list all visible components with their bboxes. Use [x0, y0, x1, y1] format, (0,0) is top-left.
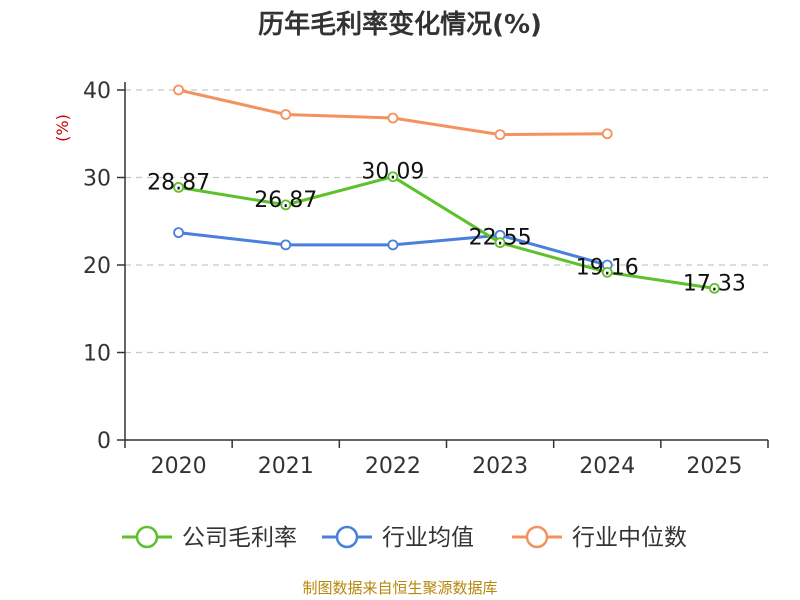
legend-label-0: 公司毛利率	[182, 525, 297, 551]
y-tick-label-0: 0	[97, 429, 111, 454]
y-tick-label-40: 40	[83, 79, 111, 104]
legend-item-0[interactable]: 公司毛利率	[122, 525, 297, 551]
series-0-point-2021	[280, 199, 292, 211]
chart-title: 历年毛利率变化情况(%)	[258, 10, 542, 40]
series-1-point-2021	[280, 239, 292, 251]
axes: 0 10 20 30 40 2020 2021 2022 2023 2024 2025	[83, 79, 769, 479]
x-tick-label-2023: 2023	[472, 454, 528, 479]
series-1-point-2022	[387, 239, 399, 251]
series-line-0	[178, 175, 715, 290]
series-2-point-2024	[601, 128, 613, 140]
series-lines	[173, 84, 720, 294]
y-axis-unit-label: (%)	[53, 114, 72, 142]
series-0-point-2023	[494, 237, 506, 249]
series-2-point-2022	[387, 112, 399, 124]
legend-item-2[interactable]: 行业中位数	[512, 525, 687, 551]
data-labels: 28.87 26.87 30.09 22.55 19.16 17.33	[147, 160, 746, 297]
source-note: 制图数据来自恒生聚源数据库	[302, 579, 498, 597]
x-tick-label-2022: 2022	[365, 454, 421, 479]
series-line-2	[178, 88, 608, 137]
data-label-2020: 28.87	[147, 170, 210, 195]
y-tick-label-10: 10	[83, 342, 111, 367]
legend-marker-2	[525, 525, 549, 549]
legend-marker-1	[335, 525, 359, 549]
gridlines	[125, 89, 768, 354]
x-tick-label-2020: 2020	[151, 454, 207, 479]
y-tick-label-20: 20	[83, 254, 111, 279]
legend-marker-0	[135, 525, 159, 549]
series-0-point-2020	[173, 181, 184, 193]
data-label-2024: 19.16	[576, 255, 639, 280]
data-label-2025: 17.33	[683, 271, 746, 296]
series-0-point-2024	[601, 266, 613, 278]
x-tick-label-2024: 2024	[579, 454, 635, 479]
legend-label-1: 行业均值	[382, 525, 474, 551]
data-label-2023: 22.55	[469, 226, 532, 251]
series-2-point-2020	[173, 84, 184, 96]
series-2-point-2023	[494, 129, 506, 141]
x-tick-label-2021: 2021	[258, 454, 314, 479]
legend-item-1[interactable]: 行业均值	[322, 525, 474, 551]
legend-label-2: 行业中位数	[572, 525, 687, 551]
series-0-point-2022	[387, 171, 399, 183]
series-2-point-2021	[280, 109, 292, 120]
data-label-2021: 26.87	[254, 188, 317, 213]
x-tick-label-2025: 2025	[686, 454, 742, 479]
legend[interactable]: 公司毛利率 行业均值 行业中位数	[122, 525, 687, 551]
y-tick-label-30: 30	[83, 167, 111, 192]
series-0-point-2025	[709, 282, 720, 294]
series-1-point-2020	[173, 227, 184, 239]
data-label-2022: 30.09	[361, 160, 424, 185]
